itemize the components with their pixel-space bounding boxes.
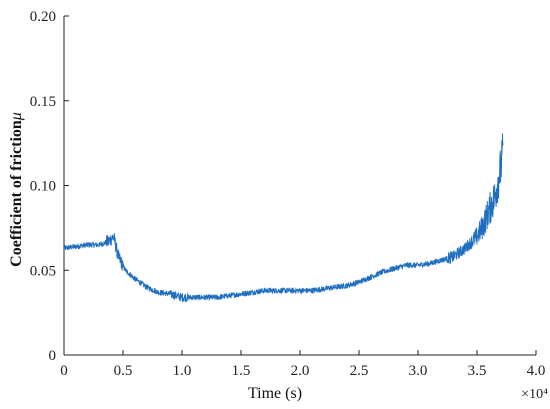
plot-area — [63, 133, 504, 303]
x-tick-label: 2.0 — [291, 363, 310, 379]
y-tick-label: 0.20 — [30, 9, 56, 25]
x-tick-label: 3.5 — [468, 363, 487, 379]
x-tick-label: 2.5 — [350, 363, 369, 379]
x-tick-label: 0.5 — [114, 363, 133, 379]
y-tick-label: 0.10 — [30, 179, 56, 195]
x-tick-label: 3.0 — [409, 363, 428, 379]
y-tick-label: 0.05 — [30, 263, 56, 279]
y-tick-label: 0 — [49, 348, 57, 364]
x-tick-label: 4.0 — [527, 363, 546, 379]
y-tick-label: 0.15 — [30, 94, 56, 110]
x-axis-multiplier: ×10⁴ — [521, 387, 548, 402]
x-tick-label: 1.0 — [173, 363, 192, 379]
y-axis-label-text: Coefficient of friction — [8, 120, 25, 267]
axis-ticks — [63, 15, 537, 356]
tick-labels: 0 0.5 1.0 1.5 2.0 2.5 3.0 3.5 4.0 0 0.05 0.10 0.15 0.… — [30, 9, 546, 379]
x-axis-label: Time (s) — [248, 385, 302, 402]
x-tick-label: 1.5 — [232, 363, 251, 379]
y-axis-label-symbol: μ — [8, 112, 25, 121]
friction-series-line — [63, 133, 504, 303]
y-axis-label: Coefficient of frictionμ — [8, 112, 25, 267]
x-tick-label: 0 — [60, 363, 68, 379]
